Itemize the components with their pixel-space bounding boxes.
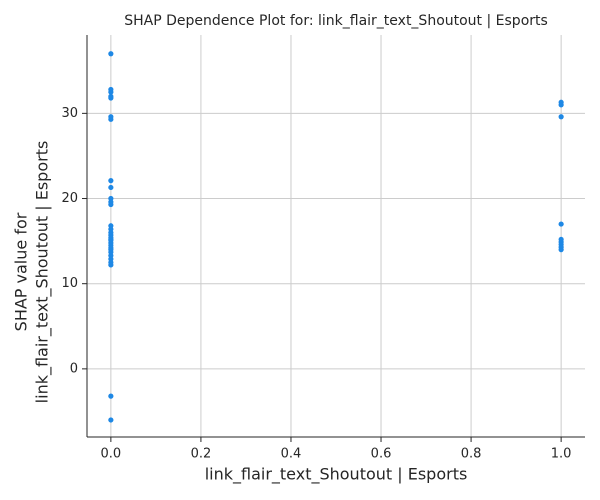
y-tick-label: 10 [61,276,78,291]
x-tick-label: 1.0 [551,447,572,462]
y-axis-label: link_flair_text_Shoutout | Esports [33,141,53,404]
point [108,116,114,122]
point [108,184,114,191]
point [108,236,114,243]
y-tick-label: 30 [61,106,78,121]
chart-title: SHAP Dependence Plot for: link_flair_tex… [124,13,548,29]
point [558,114,564,120]
point [108,51,114,57]
point [108,95,114,101]
x-tick-label: 0.2 [191,447,212,462]
y-axis-label: SHAP value for [12,212,31,331]
point [558,247,564,253]
x-tick-label: 0.4 [281,447,302,462]
point [558,102,564,108]
point [108,393,114,399]
point [108,417,114,423]
y-tick-label: 0 [70,361,78,376]
x-axis-label: link_flair_text_Shoutout | Esports [205,465,468,485]
point [558,221,564,227]
point [108,178,114,184]
x-tick-label: 0.6 [371,447,392,462]
x-tick-label: 0.8 [461,447,482,462]
point [108,89,114,95]
x-tick-label: 0.0 [101,447,122,462]
point [108,262,114,268]
y-tick-label: 20 [61,191,78,206]
point [108,201,114,208]
